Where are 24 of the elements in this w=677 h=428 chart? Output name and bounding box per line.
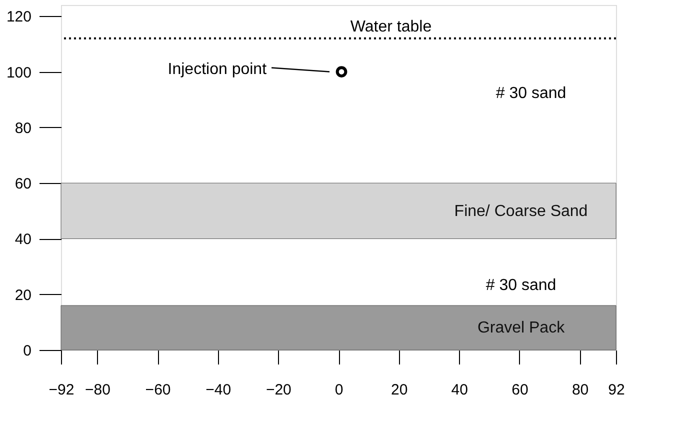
- x-tick-label: −20: [266, 382, 292, 398]
- y-tick-label: 100: [6, 64, 32, 82]
- annotation: # 30 sand: [496, 85, 566, 102]
- annotation: # 30 sand: [486, 277, 556, 294]
- x-tick-label: 40: [451, 382, 468, 398]
- y-tick-label: 80: [14, 120, 32, 137]
- y-tick-label: 20: [14, 286, 32, 304]
- x-tick-label: −80: [84, 382, 110, 398]
- band-label: Gravel Pack: [477, 320, 566, 337]
- x-tick-label: −40: [206, 382, 232, 398]
- y-tick-label: 40: [14, 231, 32, 248]
- x-tick-label: 92: [608, 382, 625, 398]
- y-tick-label: 0: [23, 342, 32, 360]
- x-tick-label: −92: [48, 382, 74, 398]
- x-tick-label: 0: [334, 382, 344, 398]
- x-tick-label: 80: [572, 382, 589, 398]
- x-tick-label: 20: [390, 382, 408, 398]
- x-tick-label: −60: [145, 382, 171, 398]
- ref-line-label: Water table: [350, 18, 432, 36]
- annotation: Injection point: [168, 60, 268, 78]
- y-tick-label: 60: [14, 176, 32, 193]
- x-tick-label: 60: [512, 382, 528, 398]
- band-label: Fine/ Coarse Sand: [454, 202, 588, 220]
- y-tick-label: 120: [6, 8, 32, 26]
